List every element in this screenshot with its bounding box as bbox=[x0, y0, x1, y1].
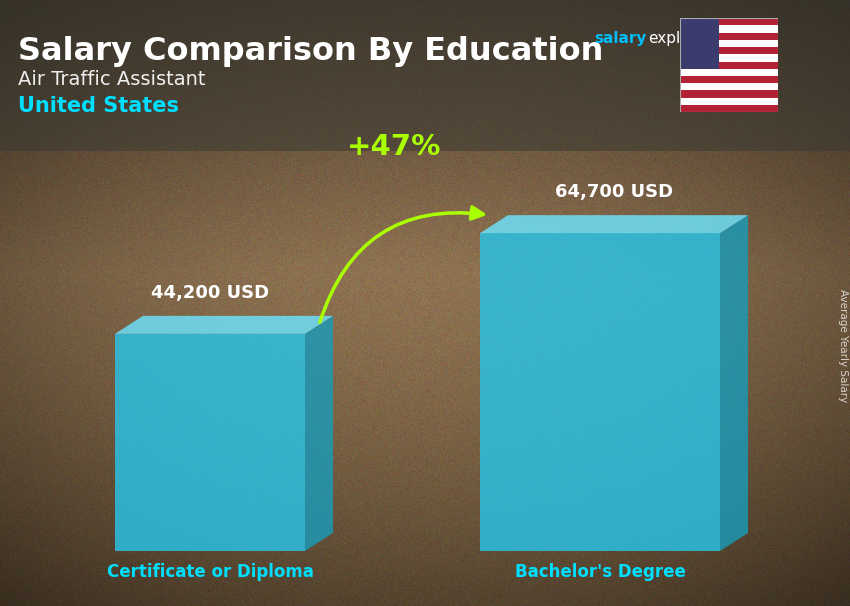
Text: Bachelor's Degree: Bachelor's Degree bbox=[514, 563, 685, 581]
Bar bbox=[680, 83, 778, 90]
Text: salary: salary bbox=[594, 31, 646, 46]
Polygon shape bbox=[480, 233, 720, 551]
Bar bbox=[680, 90, 778, 98]
Text: Certificate or Diploma: Certificate or Diploma bbox=[106, 563, 314, 581]
Bar bbox=[680, 62, 778, 68]
Polygon shape bbox=[480, 215, 748, 233]
Polygon shape bbox=[115, 334, 305, 551]
Bar bbox=[680, 18, 719, 68]
Bar bbox=[680, 98, 778, 105]
Bar bbox=[680, 25, 778, 33]
Text: 64,700 USD: 64,700 USD bbox=[555, 183, 673, 201]
Bar bbox=[680, 18, 778, 25]
Bar bbox=[680, 47, 778, 55]
Polygon shape bbox=[720, 215, 748, 551]
Polygon shape bbox=[305, 316, 333, 551]
Bar bbox=[680, 33, 778, 40]
Bar bbox=[680, 105, 778, 112]
Text: Salary Comparison By Education: Salary Comparison By Education bbox=[18, 36, 604, 67]
Text: explorer: explorer bbox=[648, 31, 711, 46]
Text: Air Traffic Assistant: Air Traffic Assistant bbox=[18, 70, 206, 89]
Text: .com: .com bbox=[718, 31, 759, 46]
Bar bbox=[0, 0, 850, 151]
Bar bbox=[680, 76, 778, 83]
Text: United States: United States bbox=[18, 96, 179, 116]
Text: Average Yearly Salary: Average Yearly Salary bbox=[838, 290, 848, 402]
Bar bbox=[680, 55, 778, 62]
Text: 44,200 USD: 44,200 USD bbox=[151, 284, 269, 302]
Bar bbox=[680, 40, 778, 47]
Text: +47%: +47% bbox=[348, 133, 442, 161]
Polygon shape bbox=[115, 316, 333, 334]
Bar bbox=[680, 68, 778, 76]
